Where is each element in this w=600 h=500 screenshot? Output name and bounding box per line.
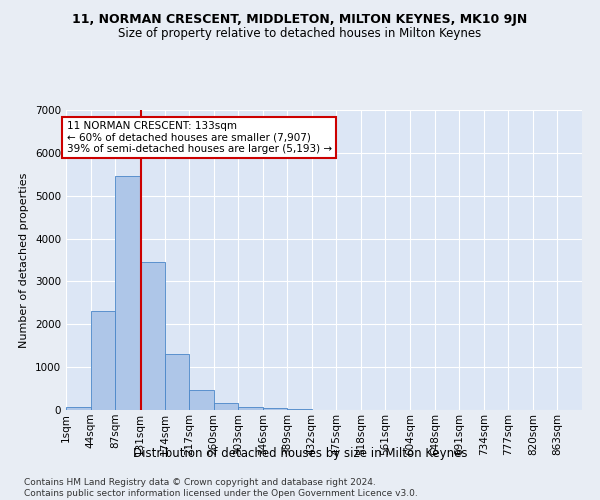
Bar: [263, 408, 287, 410]
Bar: [164, 354, 189, 410]
Bar: [189, 390, 214, 410]
Bar: [287, 408, 312, 410]
Bar: [91, 312, 115, 410]
Text: Size of property relative to detached houses in Milton Keynes: Size of property relative to detached ho…: [118, 28, 482, 40]
Bar: [214, 403, 238, 410]
Bar: [140, 262, 164, 410]
Bar: [66, 406, 91, 410]
Y-axis label: Number of detached properties: Number of detached properties: [19, 172, 29, 348]
Bar: [238, 406, 263, 410]
Text: 11, NORMAN CRESCENT, MIDDLETON, MILTON KEYNES, MK10 9JN: 11, NORMAN CRESCENT, MIDDLETON, MILTON K…: [73, 12, 527, 26]
Text: 11 NORMAN CRESCENT: 133sqm
← 60% of detached houses are smaller (7,907)
39% of s: 11 NORMAN CRESCENT: 133sqm ← 60% of deta…: [67, 120, 332, 154]
Text: Contains HM Land Registry data © Crown copyright and database right 2024.
Contai: Contains HM Land Registry data © Crown c…: [24, 478, 418, 498]
Text: Distribution of detached houses by size in Milton Keynes: Distribution of detached houses by size …: [133, 448, 467, 460]
Bar: [115, 176, 140, 410]
